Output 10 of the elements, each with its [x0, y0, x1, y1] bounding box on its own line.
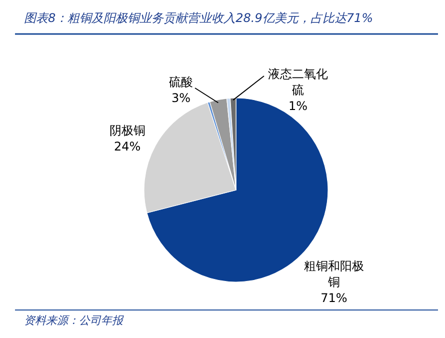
- data-label: 24%: [114, 139, 141, 154]
- data-label: 3%: [171, 91, 191, 105]
- chart-title: 图表8：粗铜及阳极铜业务贡献营业收入28.9亿美元，占比达71%: [24, 11, 374, 25]
- slice-label: 阴极铜: [109, 123, 146, 138]
- text: 资料来源：公司年报: [24, 314, 124, 327]
- slice-label: 粗铜和阳极铜: [304, 259, 364, 289]
- data-label: 71%: [320, 291, 348, 305]
- data-label: 1%: [288, 99, 308, 113]
- slice-label: 硫酸: [169, 75, 193, 89]
- slice-label: 液态二氧化硫: [268, 67, 328, 97]
